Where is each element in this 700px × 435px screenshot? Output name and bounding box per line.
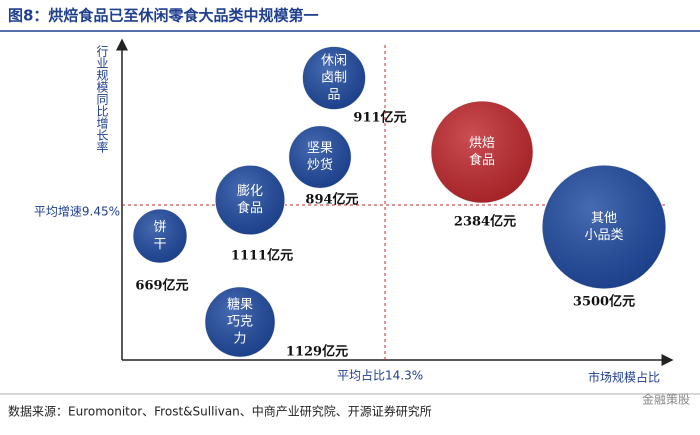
- bubble-name: 巧克: [227, 315, 253, 330]
- bubble-name: 烘焙: [469, 136, 495, 151]
- value-label: 911亿元: [353, 110, 406, 126]
- bubble-name: 干: [153, 237, 166, 252]
- bubble-shade: [542, 165, 666, 289]
- bubble-name: 饼: [153, 220, 166, 235]
- value-label: 2384亿元: [454, 214, 516, 230]
- bubble-name: 食品: [237, 200, 263, 216]
- bubble-shade: [204, 286, 276, 358]
- bubble-name: 力: [233, 332, 246, 347]
- chart-title: 图8：烘焙食品已至休闲零食大品类中规模第一: [8, 7, 318, 25]
- value-label: 3500亿元: [573, 294, 635, 310]
- bubble-shade: [430, 100, 534, 204]
- bubble-name: 炒货: [307, 157, 333, 173]
- source: 数据来源：Euromonitor、Frost&Sullivan、中商产业研究院、…: [8, 404, 432, 419]
- value-label: 1111亿元: [231, 248, 293, 264]
- bubble-shade: [215, 165, 285, 235]
- bubble-name: 坚果: [307, 141, 333, 156]
- bubble-shade: [288, 125, 352, 189]
- bubble-name: 食品: [469, 152, 495, 168]
- bubble-shade: [302, 46, 366, 110]
- y-ref-label: 平均增速9.45%: [34, 205, 120, 219]
- bubble-name: 卤制: [321, 70, 347, 86]
- bubble-name: 品: [327, 88, 340, 103]
- watermark: 金融策股: [642, 392, 690, 407]
- bubble-name: 糖果: [227, 297, 253, 313]
- bubble-name: 膨化: [237, 184, 263, 199]
- value-label: 669亿元: [135, 278, 188, 294]
- y-axis-label: 行业规模同比增长率: [95, 45, 109, 153]
- value-label: 894亿元: [305, 192, 358, 208]
- value-label: 1129亿元: [286, 344, 348, 360]
- bubble-name: 其他: [591, 211, 617, 226]
- bubble-name: 休闲: [321, 54, 347, 69]
- bubble-shade: [132, 208, 188, 264]
- x-axis-label: 市场规模占比: [588, 370, 660, 385]
- x-ref-label: 平均占比14.3%: [337, 368, 423, 383]
- bubble-name: 小品类: [584, 228, 623, 243]
